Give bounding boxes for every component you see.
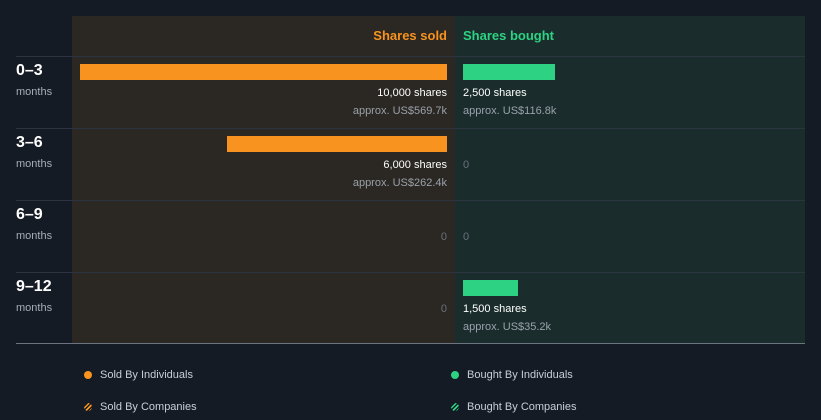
- legend-dot-swatch: [84, 371, 92, 379]
- sold-bar: [227, 136, 447, 152]
- bought-bar: [463, 280, 518, 296]
- period-unit: months: [16, 302, 53, 314]
- sold-value-label: approx. US$262.4k: [352, 177, 447, 189]
- legend-label: Bought By Companies: [467, 401, 577, 413]
- period-unit: months: [16, 158, 53, 170]
- bought-value-label: approx. US$35.2k: [463, 321, 552, 333]
- period-label: 0–3: [16, 62, 43, 79]
- legend-label: Sold By Individuals: [100, 369, 193, 381]
- row-separator: [16, 272, 805, 273]
- period-unit: months: [16, 86, 53, 98]
- shares-sold-header: Shares sold: [373, 28, 447, 43]
- bought-value-label: approx. US$116.8k: [463, 105, 557, 117]
- period-label: 3–6: [16, 134, 43, 151]
- legend-label: Sold By Companies: [100, 401, 197, 413]
- bought-bar: [463, 64, 555, 80]
- bought-shares-label: 1,500 shares: [463, 303, 527, 315]
- period-label: 6–9: [16, 206, 43, 223]
- bought-zero-label: 0: [463, 159, 470, 171]
- legend-item: Sold By Individuals: [84, 369, 193, 381]
- row-separator: [16, 56, 805, 57]
- legend-hatched-swatch: [84, 403, 92, 411]
- sold-zero-label: 0: [440, 303, 447, 315]
- bought-shares-label: 2,500 shares: [463, 87, 527, 99]
- sold-value-label: approx. US$569.7k: [352, 105, 447, 117]
- sold-zero-label: 0: [440, 231, 447, 243]
- legend-item: Bought By Companies: [451, 401, 576, 413]
- bought-zero-label: 0: [463, 231, 470, 243]
- row-separator: [16, 128, 805, 129]
- sold-shares-label: 10,000 shares: [377, 87, 447, 99]
- legend-label: Bought By Individuals: [467, 369, 573, 381]
- legend-item: Bought By Individuals: [451, 369, 573, 381]
- sold-shares-label: 6,000 shares: [383, 159, 447, 171]
- shares-bought-header: Shares bought: [463, 28, 555, 43]
- period-unit: months: [16, 230, 53, 242]
- legend-hatched-swatch: [451, 403, 459, 411]
- period-label: 9–12: [16, 278, 52, 295]
- legend-dot-swatch: [451, 371, 459, 379]
- legend-item: Sold By Companies: [84, 401, 197, 413]
- chart-baseline: [16, 343, 805, 344]
- sold-bar: [80, 64, 447, 80]
- row-separator: [16, 200, 805, 201]
